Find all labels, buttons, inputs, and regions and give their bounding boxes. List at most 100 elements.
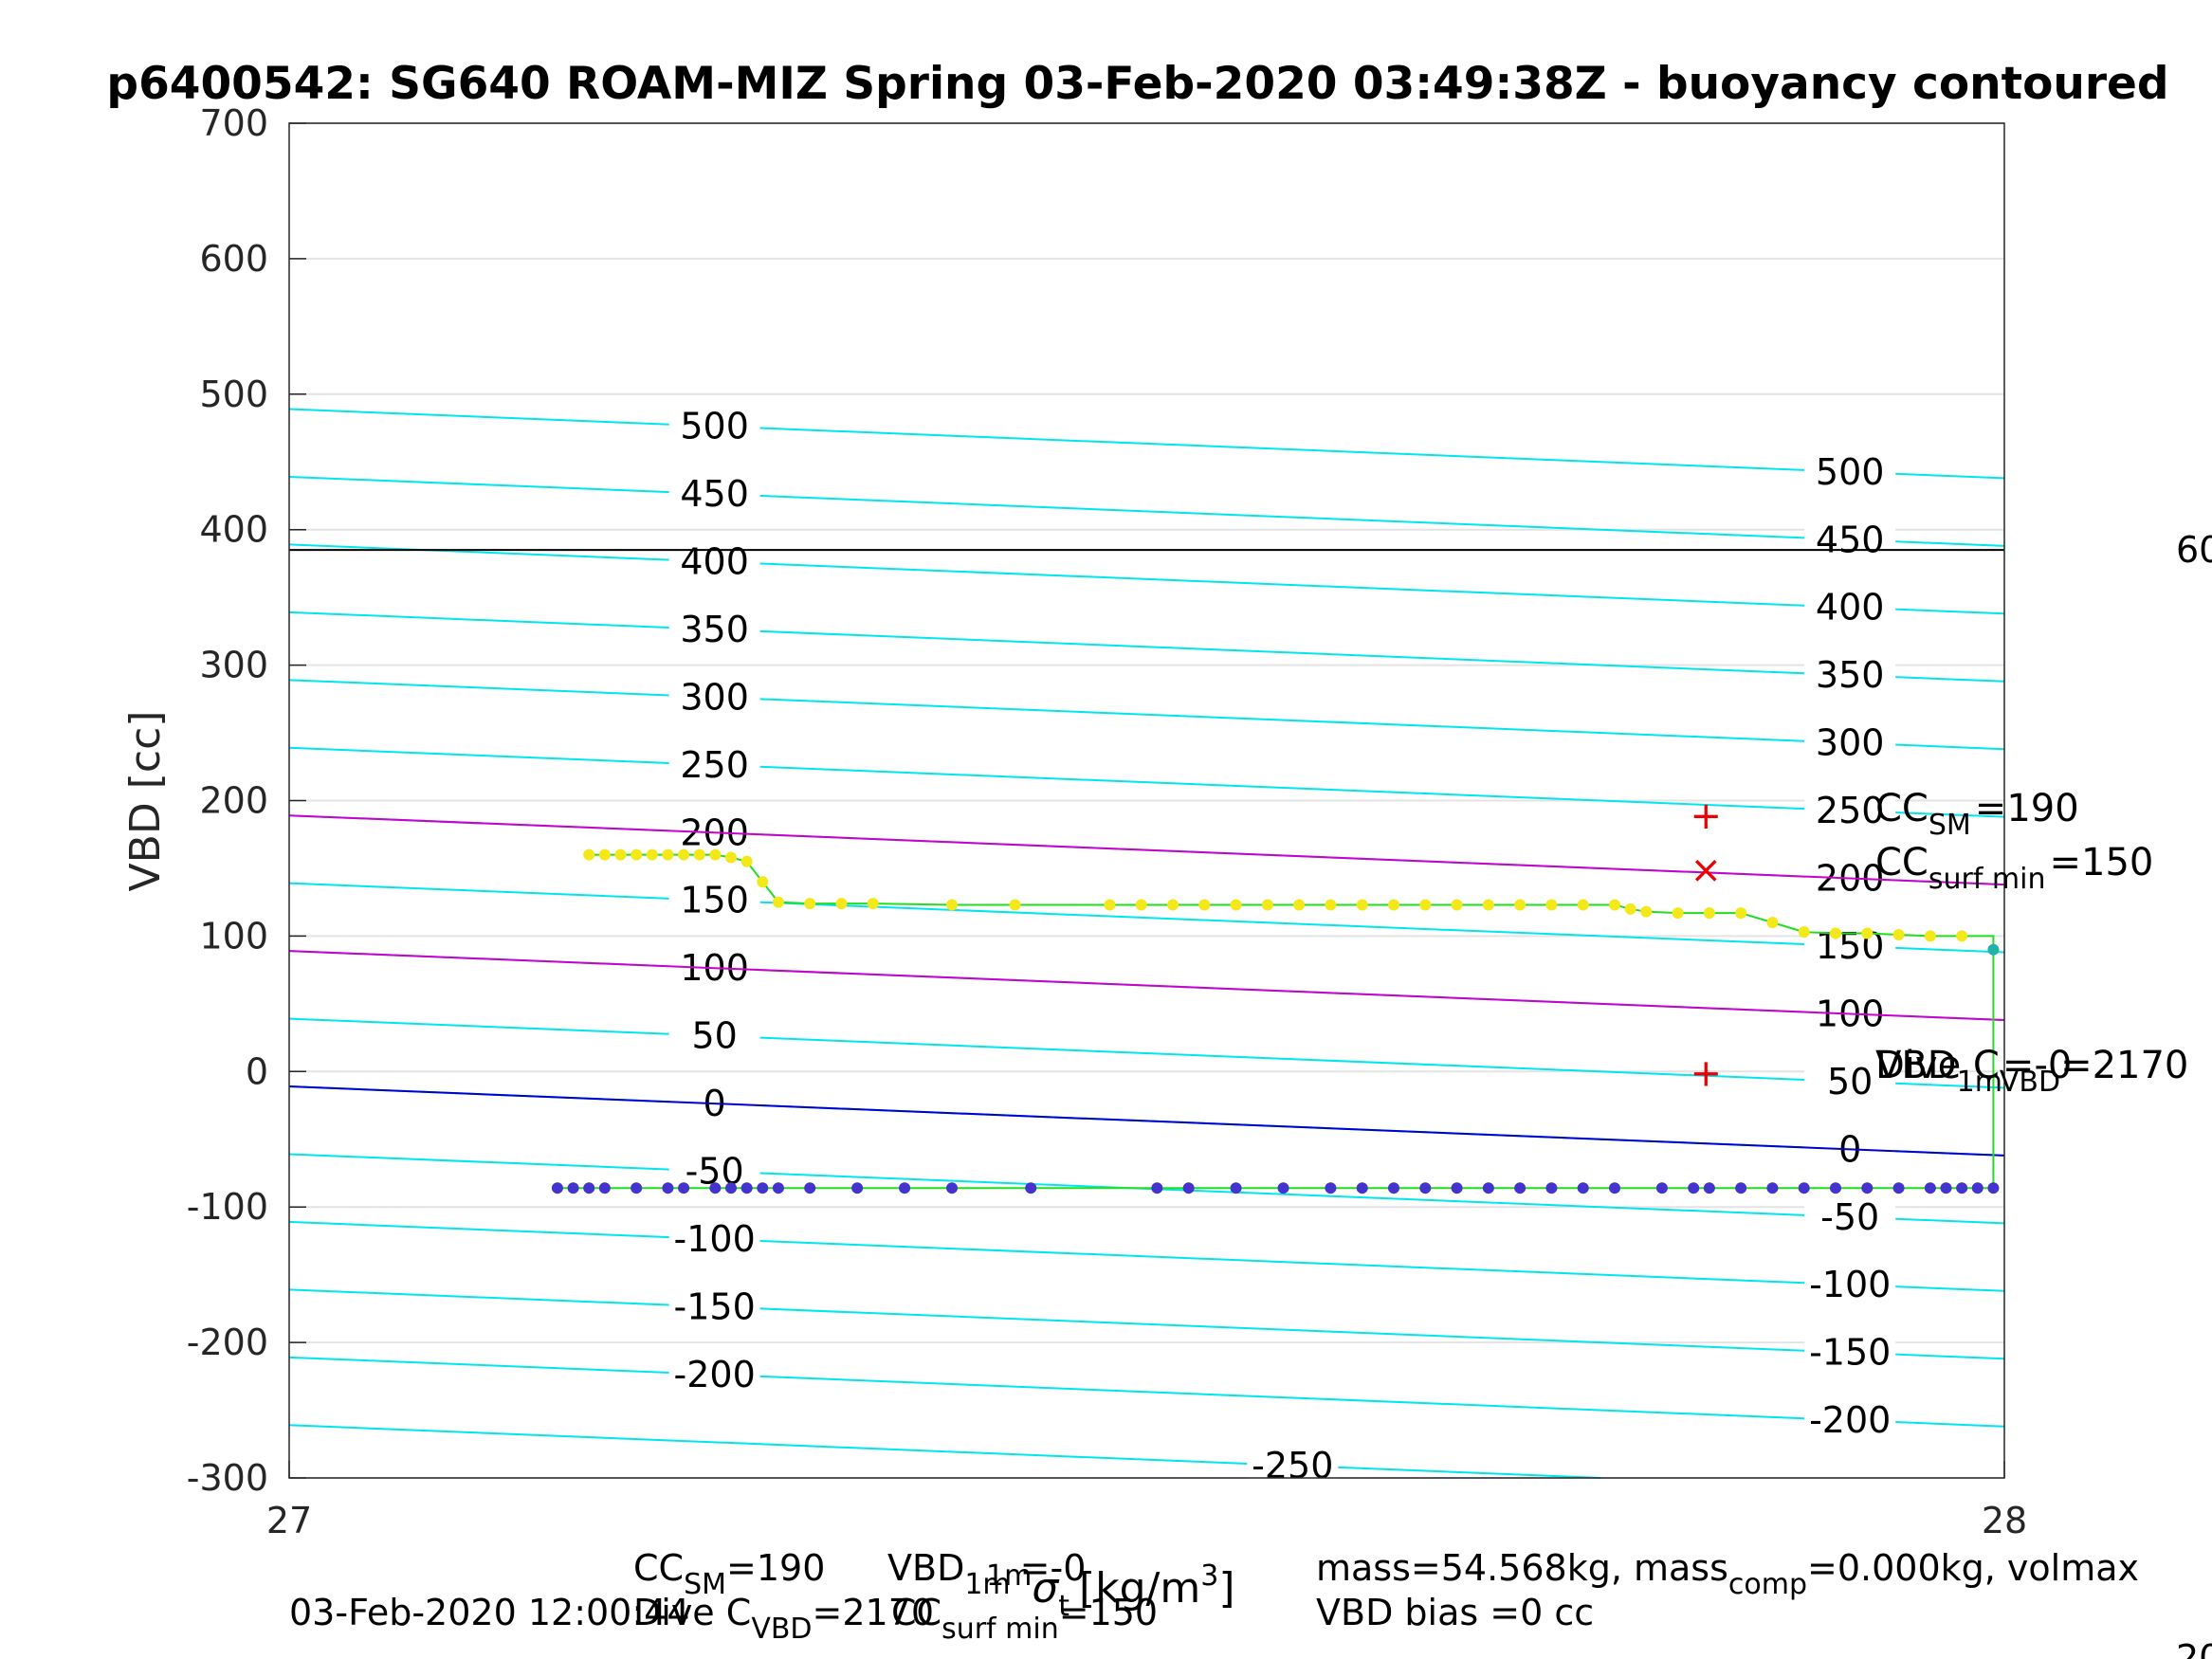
- magenta-line: [288, 950, 2005, 1021]
- dive-point: [631, 1182, 643, 1194]
- climb-point: [1419, 899, 1432, 911]
- contour-line: [288, 1356, 2005, 1428]
- y-axis-label: VBD [cc]: [121, 711, 170, 892]
- contour-label-gap: [668, 540, 760, 583]
- climb-point: [1198, 899, 1211, 911]
- blue-line: [288, 1085, 2005, 1157]
- climb-point: [1798, 926, 1810, 939]
- contour-line: [288, 1288, 2005, 1360]
- climb-point: [835, 898, 848, 910]
- contour-line: [288, 475, 2005, 547]
- dive-point: [1608, 1182, 1620, 1194]
- contour-line: [288, 746, 2005, 818]
- climb-point: [1861, 927, 1874, 939]
- contour-label-right: 500: [1816, 451, 1885, 493]
- contour-label-right: -200: [1809, 1399, 1891, 1441]
- climb-point: [1703, 907, 1715, 920]
- contour-label-gap: [668, 1217, 760, 1260]
- climb-point: [709, 848, 722, 861]
- dive-point: [757, 1182, 769, 1194]
- contour-line: [288, 1424, 1601, 1479]
- dive-point: [740, 1182, 753, 1194]
- climb-point: [1009, 899, 1021, 911]
- x-axis-ticks: 27 28: [266, 1461, 2027, 1541]
- vbd-1m-annotation: VBD1m=-0: [1875, 1044, 2072, 1099]
- dive-point: [1987, 1182, 2000, 1194]
- contour-label-left: 400: [680, 540, 749, 582]
- climb-point: [1924, 930, 1936, 942]
- climb-point: [1104, 899, 1116, 911]
- climb-point: [1608, 899, 1620, 911]
- contour-label-left: 350: [680, 609, 749, 650]
- dive-point: [1151, 1182, 1163, 1194]
- dive-point: [1182, 1182, 1195, 1194]
- contour-label-gap: [668, 1353, 760, 1395]
- contour-label-gap: [1804, 519, 1896, 561]
- dive-point: [583, 1182, 595, 1194]
- dive-point: [598, 1182, 611, 1194]
- contour-label-gap: [668, 676, 760, 719]
- contour-label-gap: [668, 608, 760, 650]
- climb-point: [678, 848, 690, 861]
- y-tick-label: 100: [199, 915, 268, 957]
- climb-point: [583, 848, 595, 861]
- contour-label-gap: [1804, 450, 1896, 493]
- y-tick-label: 300: [199, 645, 268, 686]
- contour-label-right: 250: [1816, 790, 1885, 831]
- y-tick-label: 200: [199, 780, 268, 822]
- y-tick-label: -200: [187, 1322, 268, 1363]
- grid-lines: [289, 122, 2004, 1479]
- climb-point: [1545, 899, 1558, 911]
- climb-point: [1829, 927, 1841, 939]
- climb-point: [1293, 899, 1306, 911]
- climb-point: [772, 896, 784, 908]
- contour-label-gap: [1804, 654, 1896, 697]
- climb-point: [631, 848, 643, 861]
- climb-point: [757, 876, 769, 888]
- y-tick-label: 500: [199, 374, 268, 415]
- footer-corner-number: 20: [2176, 1637, 2212, 1659]
- dive-point: [1766, 1182, 1779, 1194]
- red-marker: +: [1690, 794, 1722, 838]
- contour-label-gap: [668, 879, 760, 921]
- dive-point: [662, 1182, 674, 1194]
- contour-label-left: 150: [680, 880, 749, 921]
- dive-point: [551, 1182, 563, 1194]
- contour-label-right: -50: [1820, 1196, 1879, 1238]
- red-marker: ×: [1690, 848, 1722, 892]
- contour-label-gap: [668, 473, 760, 516]
- dive-point: [1735, 1182, 1747, 1194]
- y-axis-ticks: 700 600 500 400 300 200 100 0 -100 -200 -300: [187, 102, 306, 1499]
- buoyancy-contours: 500450400350300250200150100500-50-100-15…: [288, 405, 2005, 1486]
- red-marker: +: [1690, 1051, 1722, 1095]
- climb-point: [1956, 930, 1968, 942]
- dive-point: [1514, 1182, 1526, 1194]
- footer-dive-cvbd: Dive CVBD=2170: [633, 1592, 934, 1646]
- contour-label-gap: [1804, 721, 1896, 764]
- dive-point: [1356, 1182, 1368, 1194]
- contour-label-gap: [1804, 790, 1896, 832]
- climb-point: [1577, 899, 1589, 911]
- climb-point: [614, 848, 627, 861]
- climb-point: [1892, 928, 1905, 940]
- climb-point: [804, 898, 816, 910]
- dive-point: [1451, 1182, 1463, 1194]
- climb-point: [1735, 907, 1747, 920]
- contour-label-left: 250: [680, 744, 749, 786]
- dive-point: [1829, 1182, 1841, 1194]
- dive-point: [724, 1182, 737, 1194]
- magenta-line: [288, 814, 2005, 886]
- dive-point: [804, 1182, 816, 1194]
- reference-lines: [288, 549, 2005, 1157]
- dive-point: [1482, 1182, 1494, 1194]
- contour-label-right: -100: [1809, 1264, 1891, 1305]
- dive-point: [945, 1182, 958, 1194]
- climb-point: [1672, 907, 1684, 920]
- glider-path-line: [557, 853, 1995, 1190]
- climb-point: [1514, 899, 1526, 911]
- contour-label-left: 50: [691, 1015, 737, 1057]
- data-points: [551, 848, 2000, 1194]
- climb-point: [693, 848, 705, 861]
- contour-label-gap: [1804, 1399, 1896, 1442]
- climb-point: [740, 855, 753, 867]
